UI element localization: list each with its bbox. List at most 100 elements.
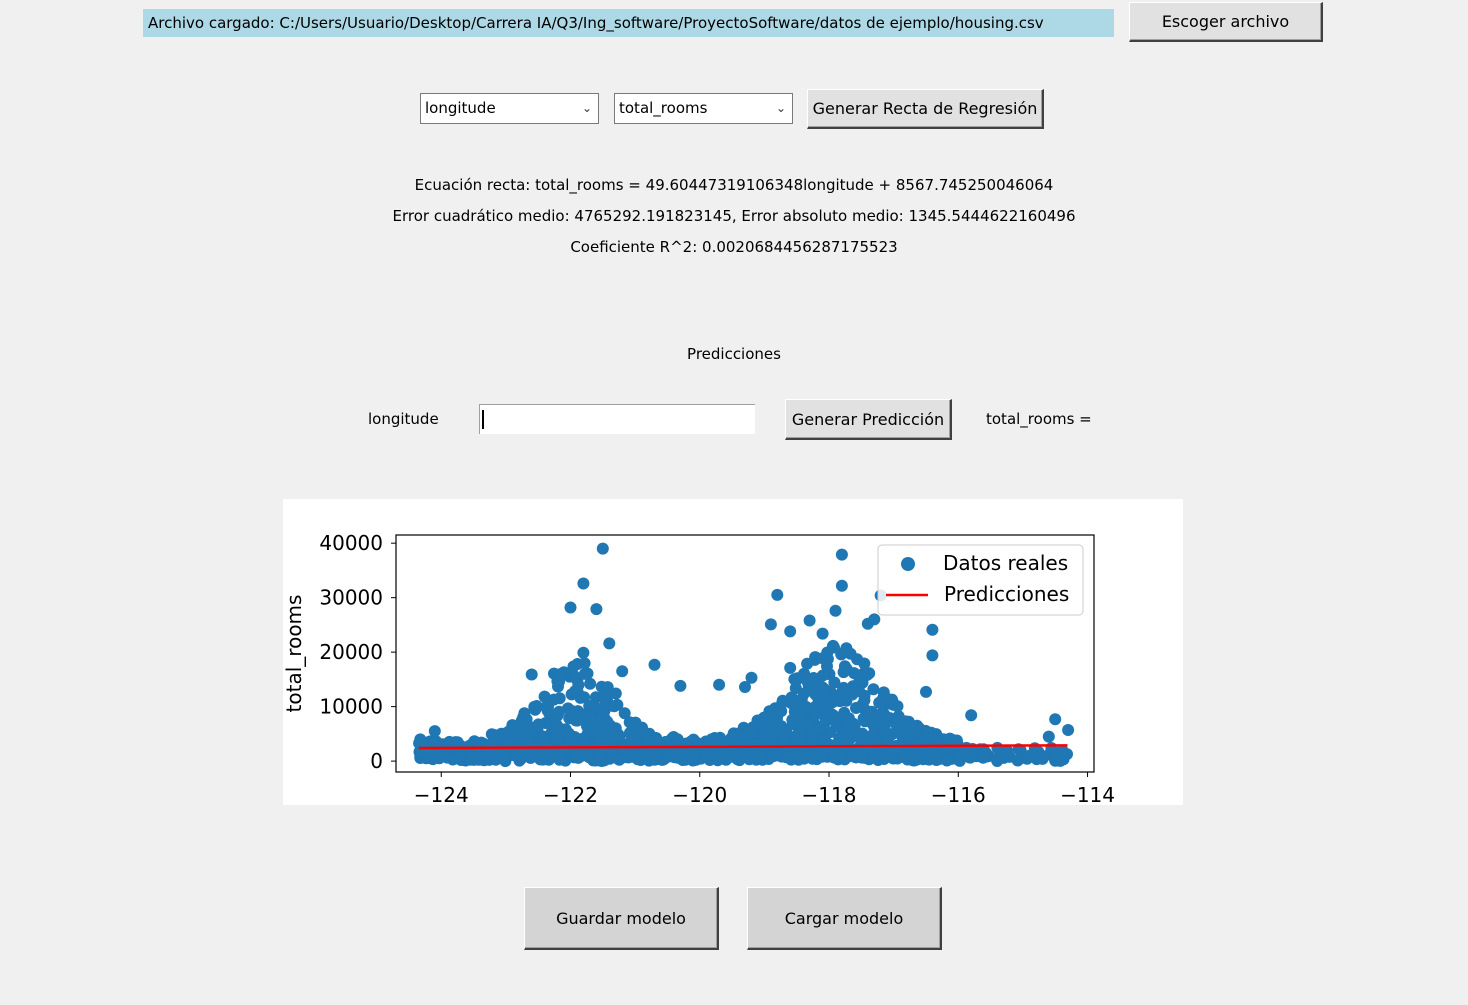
choose-file-button[interactable]: Escoger archivo — [1129, 2, 1323, 42]
generate-regression-button[interactable]: Generar Recta de Regresión — [807, 89, 1044, 129]
y-column-value: total_rooms — [619, 99, 708, 117]
data-point — [788, 747, 800, 760]
data-point — [1062, 724, 1075, 736]
data-point — [829, 692, 842, 705]
data-point — [651, 750, 664, 763]
data-point — [880, 731, 892, 744]
data-point — [850, 702, 862, 714]
data-point — [778, 735, 791, 748]
data-point — [520, 713, 533, 726]
y-axis-label: total_rooms — [283, 595, 306, 713]
data-point — [920, 731, 933, 743]
data-point — [428, 725, 441, 738]
data-point — [818, 686, 831, 699]
data-point — [590, 603, 603, 616]
data-point — [867, 683, 880, 696]
data-point — [728, 738, 741, 751]
data-point — [772, 749, 784, 762]
data-point — [784, 661, 797, 674]
data-point — [648, 658, 661, 671]
data-point — [816, 669, 829, 682]
data-point — [798, 667, 811, 680]
data-point — [873, 696, 886, 709]
prediction-input[interactable] — [479, 404, 755, 434]
data-point — [525, 668, 538, 681]
data-point — [853, 675, 866, 688]
loaded-file-label: Archivo cargado: C:/Users/Usuario/Deskto… — [143, 9, 1114, 37]
load-model-button[interactable]: Cargar modelo — [747, 887, 942, 950]
y-tick-label: 20000 — [319, 640, 383, 664]
y-tick-label: 0 — [370, 749, 383, 773]
data-point — [595, 706, 608, 718]
data-point — [784, 625, 797, 638]
data-point — [569, 685, 582, 698]
data-point — [741, 749, 754, 762]
data-point — [671, 733, 684, 746]
data-point — [756, 716, 769, 729]
data-point — [446, 753, 459, 766]
data-point — [816, 652, 829, 665]
data-point — [612, 728, 625, 741]
legend-box — [877, 544, 1084, 616]
y-tick-label: 10000 — [319, 695, 383, 719]
data-point — [551, 719, 563, 732]
chevron-down-icon[interactable]: ⌄ — [775, 101, 786, 115]
data-point — [537, 739, 550, 752]
data-point — [991, 755, 1004, 767]
r2-coefficient: Coeficiente R^2: 0.0020684456287175523 — [570, 238, 898, 256]
data-point — [795, 704, 808, 717]
data-point — [941, 753, 954, 766]
regression-line — [418, 744, 1068, 750]
data-point — [803, 614, 816, 627]
data-point — [785, 691, 798, 704]
data-point — [812, 723, 825, 736]
data-point — [926, 623, 939, 636]
data-point — [596, 542, 609, 555]
data-point — [451, 736, 464, 749]
prediction-input-label: longitude — [368, 410, 439, 428]
x-column-value: longitude — [425, 99, 496, 117]
data-point — [1042, 730, 1055, 743]
data-point — [631, 753, 644, 766]
data-point — [858, 657, 871, 670]
data-point — [833, 749, 846, 762]
save-model-button[interactable]: Guardar modelo — [524, 887, 719, 950]
data-point — [640, 734, 653, 747]
text-cursor — [482, 410, 484, 429]
data-point — [952, 753, 965, 766]
data-point — [835, 579, 848, 592]
generate-prediction-button[interactable]: Generar Predicción — [785, 399, 952, 440]
legend-marker-datos — [901, 557, 915, 571]
data-point — [603, 637, 616, 650]
x-tick-label: −124 — [414, 783, 469, 805]
data-point — [890, 717, 902, 730]
y-column-select[interactable]: total_rooms ⌄ — [614, 93, 793, 124]
data-point — [608, 700, 621, 713]
data-point — [757, 730, 770, 743]
data-point — [816, 627, 829, 640]
data-point — [700, 749, 713, 762]
data-point — [829, 716, 842, 729]
scatter-plot: −124 −122 −120 −118 −116 −114 0 10000 20000 30000… — [282, 531, 1115, 807]
data-point — [703, 736, 716, 749]
data-point — [816, 750, 828, 763]
data-point — [552, 680, 564, 693]
x-column-select[interactable]: longitude ⌄ — [420, 93, 599, 124]
data-point — [899, 721, 911, 734]
chevron-down-icon[interactable]: ⌄ — [581, 101, 592, 115]
data-point — [1049, 713, 1062, 726]
data-point — [1049, 750, 1062, 763]
data-point — [809, 703, 822, 716]
data-point — [1023, 749, 1036, 762]
data-point — [499, 730, 512, 742]
data-point — [567, 660, 580, 673]
data-point — [537, 730, 550, 743]
data-point — [601, 715, 614, 728]
data-point — [713, 678, 726, 691]
data-point — [598, 693, 611, 706]
x-tick-label: −120 — [672, 783, 727, 805]
data-point — [480, 740, 493, 753]
data-point — [564, 601, 577, 614]
data-point — [926, 649, 939, 662]
data-point — [920, 685, 932, 698]
